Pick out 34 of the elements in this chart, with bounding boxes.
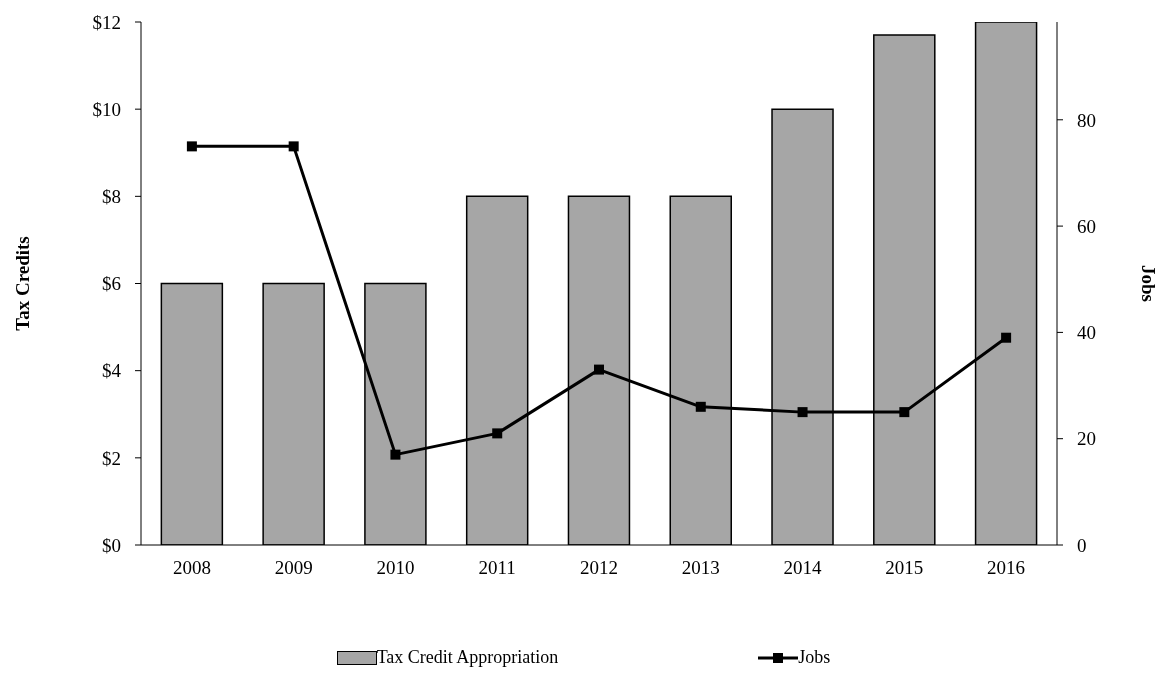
point bbox=[695, 401, 706, 412]
y-tick-label: $8 bbox=[102, 186, 121, 208]
x-tick-label: 2016 bbox=[987, 557, 1026, 579]
x-tick-label: 2012 bbox=[580, 557, 618, 579]
y2-tick-label: 80 bbox=[1077, 109, 1096, 131]
legend-label: Jobs bbox=[798, 647, 831, 668]
y-tick-label: $0 bbox=[102, 534, 121, 556]
y2-tick-label: 20 bbox=[1077, 428, 1096, 450]
y-axis-title: Tax Credits bbox=[11, 236, 33, 331]
point bbox=[1001, 332, 1012, 343]
y2-tick-label: 0 bbox=[1077, 534, 1087, 556]
point bbox=[594, 364, 604, 375]
point bbox=[288, 141, 299, 152]
point bbox=[492, 428, 503, 439]
x-tick-label: 2008 bbox=[172, 557, 211, 579]
point bbox=[899, 407, 910, 418]
y2-tick-label: 40 bbox=[1077, 322, 1096, 344]
x-tick-label: 2014 bbox=[783, 557, 823, 579]
point bbox=[390, 449, 401, 460]
x-tick-label: 2011 bbox=[478, 557, 516, 579]
y-tick-label: $2 bbox=[102, 447, 121, 469]
y2-axis-title: Jobs bbox=[1138, 265, 1160, 302]
x-tick-label: 2009 bbox=[274, 557, 313, 579]
y2-tick-label: 60 bbox=[1077, 215, 1096, 237]
point bbox=[797, 407, 808, 418]
x-tick-label: 2013 bbox=[681, 557, 720, 579]
x-tick-label: 2015 bbox=[885, 557, 924, 579]
y-tick-label: $12 bbox=[92, 11, 121, 33]
y-tick-label: $6 bbox=[102, 273, 121, 295]
y-tick-label: $4 bbox=[102, 360, 122, 382]
point bbox=[186, 141, 197, 152]
y-tick-label: $10 bbox=[92, 98, 121, 120]
x-tick-label: 2010 bbox=[376, 557, 415, 579]
legend-label: Tax Credit Appropriation bbox=[376, 647, 559, 668]
